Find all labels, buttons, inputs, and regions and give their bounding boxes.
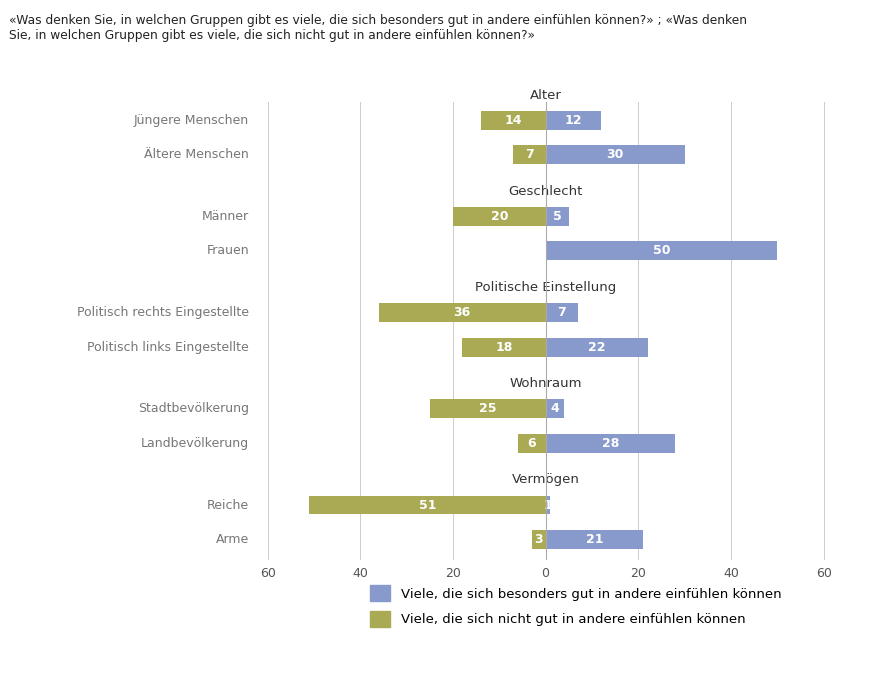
Bar — [546, 496, 550, 514]
Text: 21: 21 — [586, 533, 603, 546]
Text: Politische Einstellung: Politische Einstellung — [475, 281, 616, 294]
Bar — [379, 303, 546, 322]
Bar — [309, 496, 546, 514]
Bar — [546, 400, 564, 419]
Text: 6: 6 — [527, 437, 536, 449]
Text: 50: 50 — [653, 244, 670, 258]
Text: Stadtbevölkerung: Stadtbevölkerung — [138, 402, 249, 415]
Text: Politisch rechts Eingestellte: Politisch rechts Eingestellte — [77, 306, 249, 319]
Text: Arme: Arme — [216, 533, 249, 546]
Text: «Was denken Sie, in welchen Gruppen gibt es viele, die sich besonders gut in and: «Was denken Sie, in welchen Gruppen gibt… — [9, 14, 746, 42]
Bar — [453, 207, 546, 226]
Bar — [546, 337, 648, 356]
Text: 3: 3 — [534, 533, 543, 546]
Bar — [546, 530, 643, 549]
Text: Politisch links Eingestellte: Politisch links Eingestellte — [87, 341, 249, 354]
Text: 7: 7 — [558, 306, 567, 319]
Text: 12: 12 — [565, 114, 582, 127]
Text: Vermögen: Vermögen — [512, 473, 580, 486]
Text: Geschlecht: Geschlecht — [508, 185, 583, 197]
Text: 18: 18 — [495, 341, 512, 354]
Text: Alter: Alter — [530, 88, 561, 102]
Text: 25: 25 — [479, 402, 497, 415]
Legend: Viele, die sich besonders gut in andere einfühlen können, Viele, die sich nicht : Viele, die sich besonders gut in andere … — [370, 585, 781, 626]
Bar — [518, 434, 546, 453]
Text: 36: 36 — [454, 306, 471, 319]
Bar — [430, 400, 546, 419]
Text: 22: 22 — [588, 341, 605, 354]
Text: Reiche: Reiche — [207, 498, 249, 512]
Text: Jüngere Menschen: Jüngere Menschen — [134, 114, 249, 127]
Text: 30: 30 — [607, 148, 624, 161]
Bar — [462, 337, 546, 356]
Text: Landbevölkerung: Landbevölkerung — [141, 437, 249, 449]
Text: Wohnraum: Wohnraum — [509, 377, 582, 390]
Bar — [546, 146, 684, 164]
Text: 5: 5 — [553, 210, 561, 223]
Text: Frauen: Frauen — [206, 244, 249, 258]
Text: 51: 51 — [419, 498, 436, 512]
Bar — [481, 111, 546, 130]
Bar — [546, 207, 569, 226]
Text: 14: 14 — [505, 114, 522, 127]
Text: 20: 20 — [491, 210, 508, 223]
Bar — [546, 241, 777, 260]
Text: 4: 4 — [551, 402, 560, 415]
Bar — [546, 111, 601, 130]
Bar — [546, 434, 676, 453]
Bar — [546, 303, 578, 322]
Text: 28: 28 — [601, 437, 619, 449]
Bar — [513, 146, 546, 164]
Text: Ältere Menschen: Ältere Menschen — [144, 148, 249, 161]
Text: 1: 1 — [544, 498, 553, 512]
Text: 7: 7 — [525, 148, 533, 161]
Text: Männer: Männer — [202, 210, 249, 223]
Bar — [532, 530, 546, 549]
